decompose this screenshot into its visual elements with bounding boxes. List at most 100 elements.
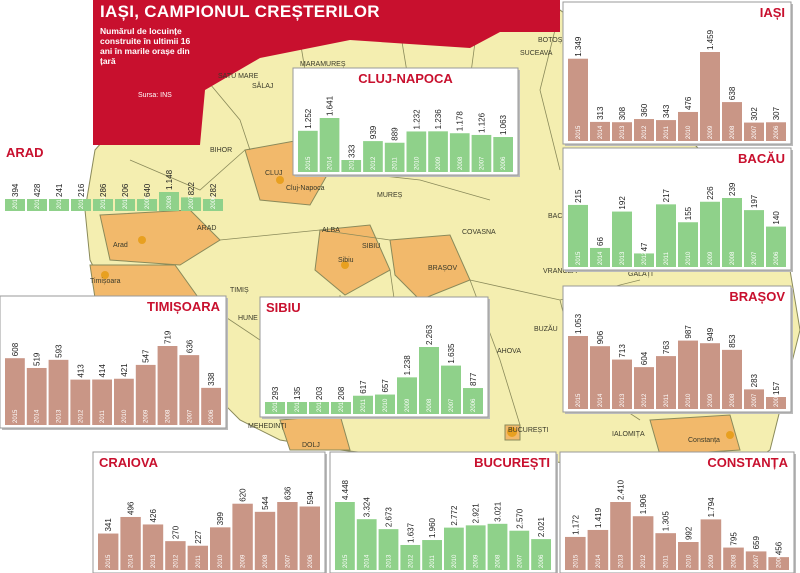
bar	[48, 359, 69, 425]
value-label: 216	[77, 183, 86, 197]
bar	[656, 120, 676, 141]
year-label: 2010	[383, 398, 389, 412]
city-dot-constanta	[726, 431, 734, 439]
year-label: 2015	[306, 156, 312, 170]
value-label: 313	[596, 106, 605, 120]
value-label: 496	[127, 501, 136, 515]
map-label: SATU MARE	[218, 73, 259, 80]
value-label: 636	[283, 486, 292, 500]
source-note: Sursa: INS	[138, 92, 172, 99]
map-label: BIHOR	[210, 147, 232, 154]
chart-panel: BUCUREȘTI 2015 4.448 2014 3.324 2013 2.673 2012…	[329, 451, 558, 573]
bar	[766, 397, 786, 409]
chart-panel: CRAIOVA 2015 341 2014 496 2013 426 2012 270 2011 2…	[92, 451, 327, 573]
chart-title: IAȘI	[760, 5, 785, 20]
bar	[766, 122, 786, 141]
value-label: 763	[662, 340, 671, 354]
value-label: 608	[11, 342, 20, 356]
bar	[610, 502, 631, 570]
year-label: 2006	[774, 393, 780, 407]
year-label: 2006	[777, 554, 783, 568]
value-label: 949	[706, 327, 715, 341]
bar	[590, 247, 610, 267]
map-label: MUREȘ	[377, 192, 403, 199]
value-label: 1.459	[706, 29, 715, 50]
bar	[678, 340, 698, 409]
value-label: 713	[618, 344, 627, 358]
region-constanta	[649, 414, 741, 456]
region-sibiu	[314, 224, 391, 296]
bar	[678, 222, 698, 267]
chart-title: BACĂU	[738, 151, 785, 166]
bar	[723, 547, 744, 570]
year-label: 2012	[78, 409, 84, 423]
value-label: 135	[293, 386, 302, 400]
bar	[612, 211, 632, 267]
bar	[568, 58, 588, 141]
bar	[298, 130, 318, 172]
chart-panel: IAȘI 2015 1.349 2014 313 2013 308 2012 360 2011 34…	[562, 1, 793, 146]
map-label: GALAȚI	[628, 271, 653, 278]
year-label: 2011	[101, 195, 107, 209]
year-label: 2015	[576, 393, 582, 407]
year-label: 2012	[408, 554, 414, 568]
value-label: 1.232	[412, 109, 421, 130]
year-label: 2008	[427, 398, 433, 412]
value-label: 594	[306, 491, 315, 505]
value-label: 1.238	[403, 355, 412, 376]
bar	[157, 346, 178, 425]
year-label: 2010	[686, 251, 692, 265]
bar	[656, 356, 676, 409]
value-label: 2.673	[385, 507, 394, 528]
value-label: 293	[271, 386, 280, 400]
bar	[384, 142, 405, 172]
year-label: 2014	[328, 156, 334, 170]
year-label: 2008	[166, 409, 172, 423]
year-label: 2013	[317, 398, 323, 412]
year-label: 2015	[576, 251, 582, 265]
year-label: 2012	[642, 251, 648, 265]
map-label: Constanța	[688, 437, 720, 444]
year-label: 2008	[730, 125, 736, 139]
year-label: 2009	[436, 156, 442, 170]
value-label: 155	[684, 206, 693, 220]
map-label: Cluj-Napoca	[286, 185, 325, 192]
bar	[114, 378, 134, 425]
bar	[181, 197, 201, 211]
value-label: 208	[337, 386, 346, 400]
year-label: 2011	[393, 156, 399, 170]
bar	[232, 503, 253, 570]
year-label: 2009	[708, 393, 714, 407]
map-label: SĂLAJ	[252, 81, 273, 90]
year-label: 2012	[641, 554, 647, 568]
year-label: 2007	[189, 195, 195, 209]
year-label: 2011	[664, 125, 670, 139]
bar	[509, 530, 530, 570]
region-brasov	[389, 234, 471, 301]
value-label: 1.906	[639, 494, 648, 515]
bar	[378, 529, 399, 570]
chart-panel: CONSTANȚA 2015 1.172 2014 1.419 2013 2.410 2012…	[559, 451, 796, 573]
year-label: 2006	[308, 554, 314, 568]
map-label: HUNE	[238, 315, 258, 322]
map-label: TIMIȘ	[230, 287, 249, 294]
bar	[449, 133, 470, 172]
value-label: 226	[706, 186, 715, 200]
header-banner	[93, 0, 560, 145]
map-label: BRAȘOV	[428, 265, 458, 272]
map-label: VRANCEA	[543, 268, 577, 275]
bar	[165, 541, 186, 570]
value-label: 2.570	[515, 508, 524, 529]
bar	[115, 199, 135, 211]
map-label: ARAD	[197, 225, 216, 232]
year-label: 2015	[343, 554, 349, 568]
bar	[135, 364, 156, 425]
year-label: 2014	[35, 409, 41, 423]
value-label: 426	[149, 509, 158, 523]
bar	[265, 402, 285, 414]
bar	[700, 52, 720, 141]
bar	[319, 118, 340, 172]
value-label: 217	[662, 188, 671, 202]
value-label: 547	[142, 349, 151, 363]
value-label: 1.419	[594, 507, 603, 528]
